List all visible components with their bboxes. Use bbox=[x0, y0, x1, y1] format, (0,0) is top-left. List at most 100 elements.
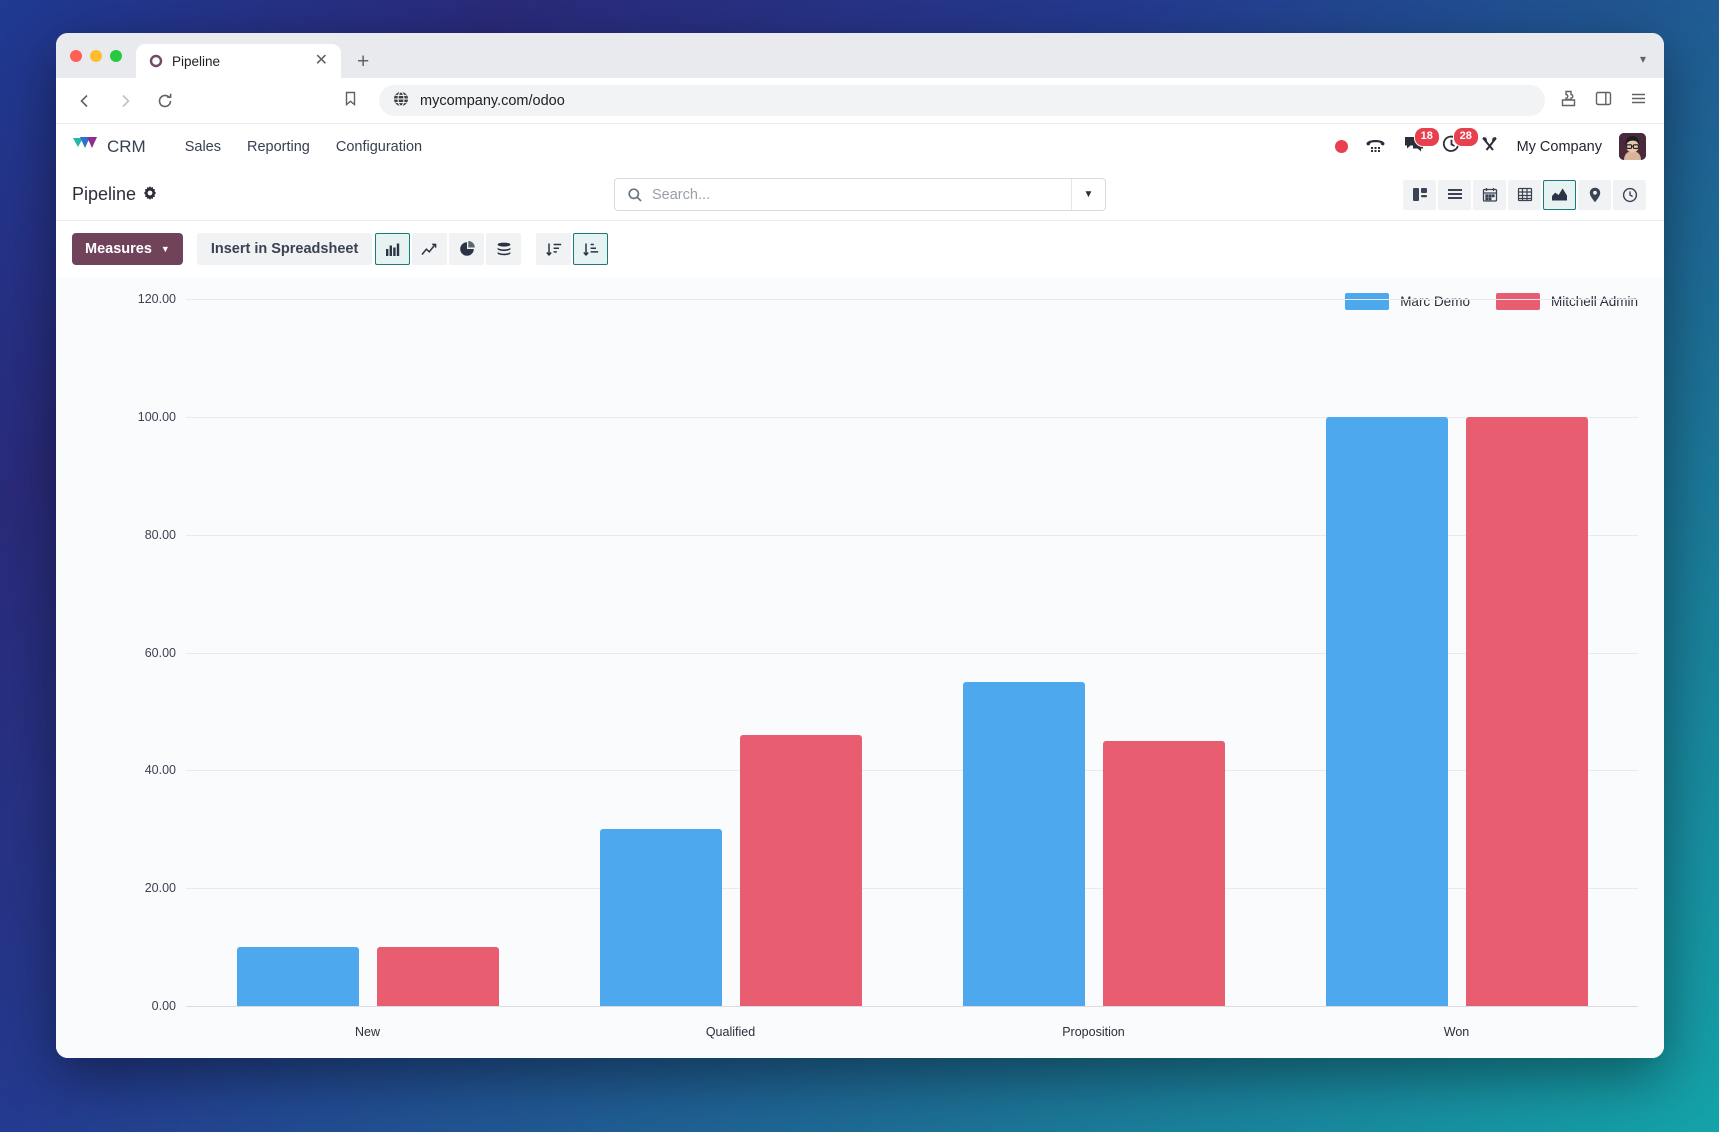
view-kanban-button[interactable] bbox=[1403, 179, 1436, 210]
x-axis-tick-label: New bbox=[354, 1025, 380, 1039]
extensions-icon[interactable] bbox=[1559, 89, 1578, 113]
search-bar[interactable]: ▼ bbox=[614, 178, 1106, 211]
x-axis-tick-label: Proposition bbox=[1062, 1025, 1125, 1039]
wrench-screwdriver-icon[interactable] bbox=[1480, 135, 1500, 158]
chart-bar[interactable] bbox=[599, 829, 722, 1006]
chart-gridline bbox=[186, 299, 1638, 300]
chart-gridline bbox=[186, 416, 1638, 418]
bookmark-icon[interactable] bbox=[342, 90, 359, 112]
y-axis-tick-label: 100.00 bbox=[137, 409, 176, 424]
chart-legend: Marc Demo Mitchell Admin bbox=[1345, 293, 1638, 310]
view-list-button[interactable] bbox=[1438, 179, 1471, 210]
line-chart-icon[interactable] bbox=[412, 233, 448, 265]
x-axis-tick-label: Qualified bbox=[705, 1025, 756, 1039]
hamburger-menu-icon[interactable] bbox=[1629, 89, 1648, 113]
measures-button[interactable]: Measures ▼ bbox=[72, 233, 183, 265]
chart-bar-groups: New Qualified Proposition Won bbox=[186, 299, 1638, 1039]
side-panel-icon[interactable] bbox=[1594, 89, 1613, 113]
legend-item[interactable]: Marc Demo bbox=[1345, 293, 1470, 310]
browser-tab[interactable]: Pipeline ✕ bbox=[136, 44, 341, 78]
chart-mode-group bbox=[375, 233, 522, 265]
nav-link-configuration[interactable]: Configuration bbox=[335, 138, 423, 155]
nav-link-sales[interactable]: Sales bbox=[184, 138, 221, 155]
spreadsheet-label: Insert in Spreadsheet bbox=[210, 241, 359, 257]
control-panel-top: Pipeline ▼ bbox=[56, 169, 1664, 221]
x-axis-tick-label: Won bbox=[1443, 1025, 1470, 1039]
chart-bar[interactable] bbox=[1325, 416, 1448, 1006]
record-dot-icon[interactable] bbox=[1334, 140, 1348, 153]
y-axis-tick-label: 120.00 bbox=[137, 292, 176, 306]
chart-bar[interactable] bbox=[962, 681, 1085, 1006]
odoo-app: CRM Sales Reporting Configuration bbox=[56, 124, 1664, 1058]
legend-swatch bbox=[1345, 293, 1390, 310]
maximize-window-button[interactable] bbox=[110, 49, 122, 62]
chart-bar[interactable] bbox=[1465, 416, 1588, 1006]
close-window-button[interactable] bbox=[70, 49, 82, 62]
plus-icon[interactable]: + bbox=[357, 50, 370, 73]
caret-down-icon: ▼ bbox=[160, 244, 170, 254]
y-axis-tick-label: 40.00 bbox=[144, 763, 176, 778]
globe-icon bbox=[393, 91, 409, 111]
browser-toolbar: mycompany.com/odoo bbox=[56, 78, 1664, 124]
chart-gridline bbox=[186, 534, 1638, 536]
caret-down-icon[interactable]: ▼ bbox=[1071, 179, 1105, 210]
tab-title: Pipeline bbox=[172, 53, 221, 69]
company-name[interactable]: My Company bbox=[1516, 138, 1602, 155]
pie-chart-icon[interactable] bbox=[449, 233, 485, 265]
view-activity-button[interactable] bbox=[1613, 179, 1646, 210]
y-axis-tick-label: 20.00 bbox=[144, 881, 176, 896]
odoo-brand[interactable]: CRM bbox=[72, 135, 146, 159]
view-pivot-button[interactable] bbox=[1508, 179, 1541, 210]
chevron-left-icon[interactable] bbox=[72, 88, 98, 114]
view-switcher bbox=[1403, 179, 1646, 210]
reload-icon[interactable] bbox=[152, 88, 178, 114]
chart-category-group: Proposition bbox=[912, 299, 1275, 1039]
gear-icon[interactable] bbox=[143, 184, 157, 205]
view-graph-button[interactable] bbox=[1543, 179, 1576, 210]
sort-descending-icon[interactable] bbox=[536, 233, 572, 265]
y-axis-tick-label: 60.00 bbox=[144, 645, 176, 660]
view-calendar-button[interactable] bbox=[1473, 179, 1506, 210]
chevron-down-icon[interactable]: ▾ bbox=[1639, 52, 1646, 66]
view-map-button[interactable] bbox=[1578, 179, 1611, 210]
window-controls bbox=[70, 33, 136, 78]
minimize-window-button[interactable] bbox=[90, 49, 102, 62]
legend-label: Marc Demo bbox=[1400, 294, 1470, 309]
address-bar[interactable]: mycompany.com/odoo bbox=[379, 85, 1545, 116]
bar-chart-icon[interactable] bbox=[375, 233, 411, 265]
legend-item[interactable]: Mitchell Admin bbox=[1495, 293, 1638, 310]
chart-category-group: Qualified bbox=[549, 299, 912, 1039]
measures-label: Measures bbox=[85, 241, 152, 257]
legend-label: Mitchell Admin bbox=[1550, 294, 1638, 309]
chevron-right-icon[interactable] bbox=[112, 88, 138, 114]
phone-dialpad-icon[interactable] bbox=[1365, 136, 1386, 158]
chart-gridline bbox=[186, 1006, 1638, 1007]
chart-bar[interactable] bbox=[376, 947, 499, 1006]
database-stack-icon[interactable] bbox=[486, 233, 522, 265]
chart-bar[interactable] bbox=[236, 947, 359, 1006]
search-input[interactable] bbox=[652, 186, 1071, 203]
insert-in-spreadsheet-button[interactable]: Insert in Spreadsheet bbox=[196, 233, 373, 265]
activities-badge: 28 bbox=[1452, 127, 1479, 147]
address-bar-url: mycompany.com/odoo bbox=[420, 92, 565, 109]
chart-category-group: Won bbox=[1275, 299, 1638, 1039]
odoo-navbar: CRM Sales Reporting Configuration bbox=[56, 124, 1664, 169]
browser-tab-strip: Pipeline ✕ + ▾ bbox=[56, 33, 1664, 78]
graph-view: Marc Demo Mitchell Admin 0.00 20.00 40.00 60… bbox=[56, 277, 1664, 1058]
nav-link-reporting[interactable]: Reporting bbox=[247, 138, 310, 155]
chart-category-group: New bbox=[186, 299, 549, 1039]
avatar[interactable] bbox=[1619, 133, 1646, 160]
y-axis-tick-label: 0.00 bbox=[151, 999, 176, 1013]
activities-counter[interactable]: 28 bbox=[1442, 127, 1479, 158]
browser-window: Pipeline ✕ + ▾ mycompany.com/odoo bbox=[56, 33, 1664, 1058]
sort-mode-group bbox=[536, 233, 609, 265]
chart-bar[interactable] bbox=[1102, 740, 1225, 1006]
odoo-o-icon bbox=[148, 54, 163, 69]
sort-ascending-icon[interactable] bbox=[573, 233, 609, 265]
close-icon[interactable]: ✕ bbox=[314, 52, 328, 69]
brand-name: CRM bbox=[107, 136, 146, 156]
chart-bar[interactable] bbox=[739, 734, 862, 1006]
messages-counter[interactable]: 18 bbox=[1403, 127, 1440, 158]
chart-gridline bbox=[186, 652, 1638, 654]
search-icon bbox=[615, 187, 652, 203]
